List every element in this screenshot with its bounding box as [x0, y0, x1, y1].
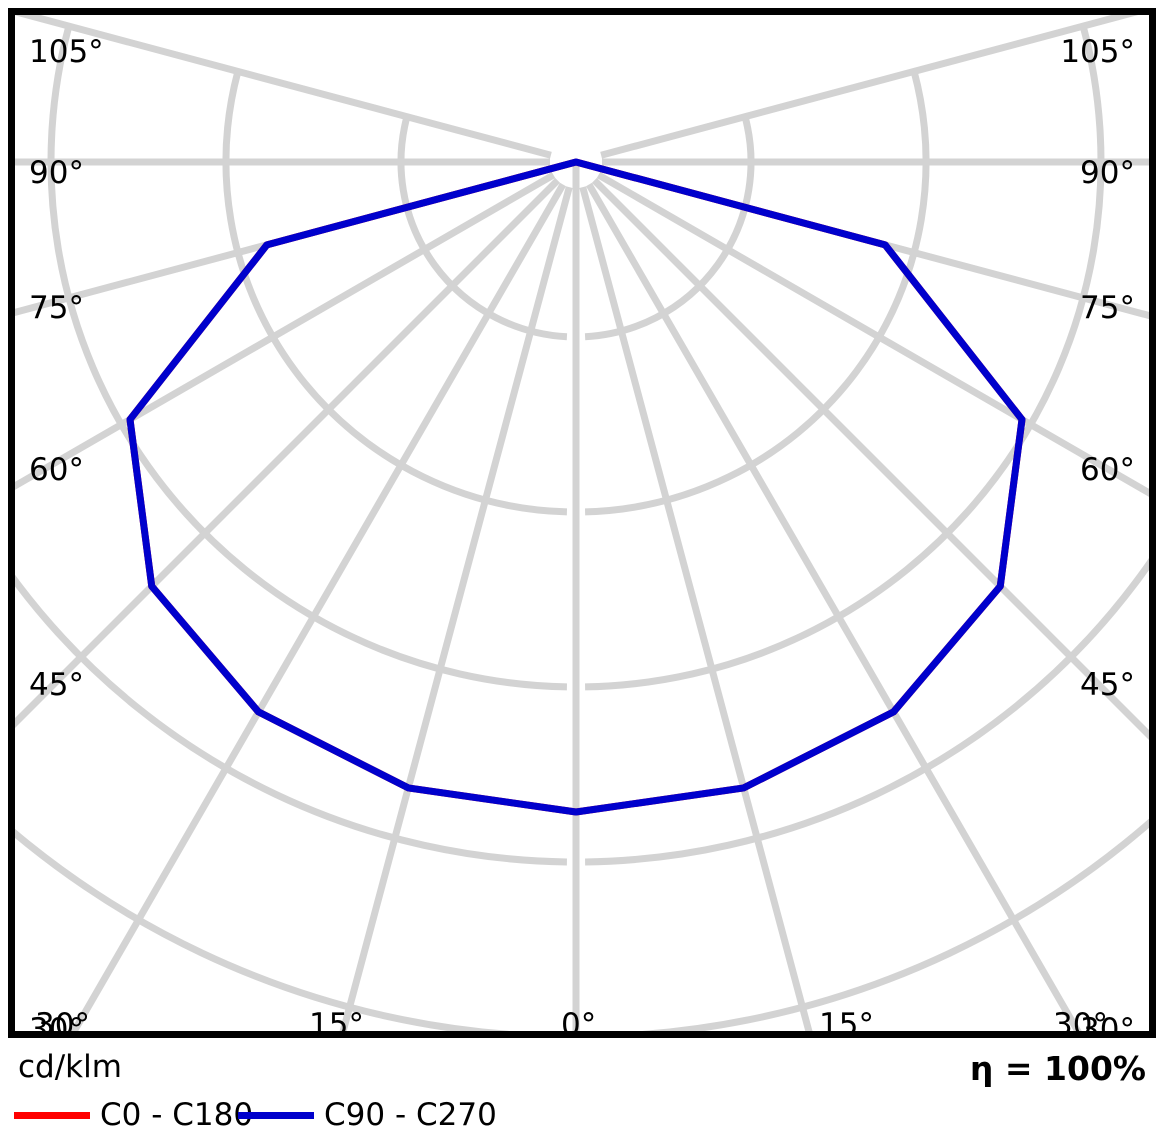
right-angle-label-30: 30°: [1080, 1012, 1135, 1038]
bottom-angle-label-30-left: 30°: [35, 1007, 90, 1038]
right-angle-label-105: 105°: [1060, 34, 1135, 70]
legend-swatch-c0-c180: [14, 1111, 90, 1119]
right-angle-label-45: 45°: [1080, 667, 1135, 703]
polar-chart-frame: 105° 90° 75° 60° 45° 30° 105° 90° 75° 60…: [8, 8, 1156, 1038]
bottom-angle-label-15-left: 15°: [309, 1007, 364, 1038]
left-angle-label-45: 45°: [29, 667, 84, 703]
unit-label: cd/klm: [18, 1049, 122, 1085]
right-angle-label-75: 75°: [1080, 290, 1135, 326]
chart-footer: cd/klm η = 100% C0 - C180 C90 - C270: [0, 1038, 1164, 1143]
left-angle-label-30: 30°: [29, 1012, 84, 1038]
bottom-angle-label-0: 0°: [561, 1007, 597, 1038]
right-angle-label-90: 90°: [1080, 155, 1135, 191]
legend-item-c0-c180[interactable]: C0 - C180: [14, 1098, 253, 1132]
left-angle-label-90: 90°: [29, 155, 84, 191]
efficiency-label: η = 100%: [969, 1049, 1146, 1088]
right-angle-label-60: 60°: [1080, 452, 1135, 488]
polar-grid-and-curves: [15, 15, 1149, 1031]
legend-label-c0-c180: C0 - C180: [100, 1096, 254, 1133]
left-angle-label-75: 75°: [29, 290, 84, 326]
bottom-angle-label-15-right: 15°: [819, 1007, 874, 1038]
left-angle-label-60: 60°: [29, 452, 84, 488]
left-angle-label-105: 105°: [29, 34, 104, 70]
legend-label-c90-c270: C90 - C270: [324, 1096, 497, 1133]
legend-swatch-c90-c270: [238, 1111, 314, 1119]
legend-item-c90-c270[interactable]: C90 - C270: [238, 1098, 497, 1132]
bottom-angle-label-30-right: 30°: [1053, 1007, 1108, 1038]
